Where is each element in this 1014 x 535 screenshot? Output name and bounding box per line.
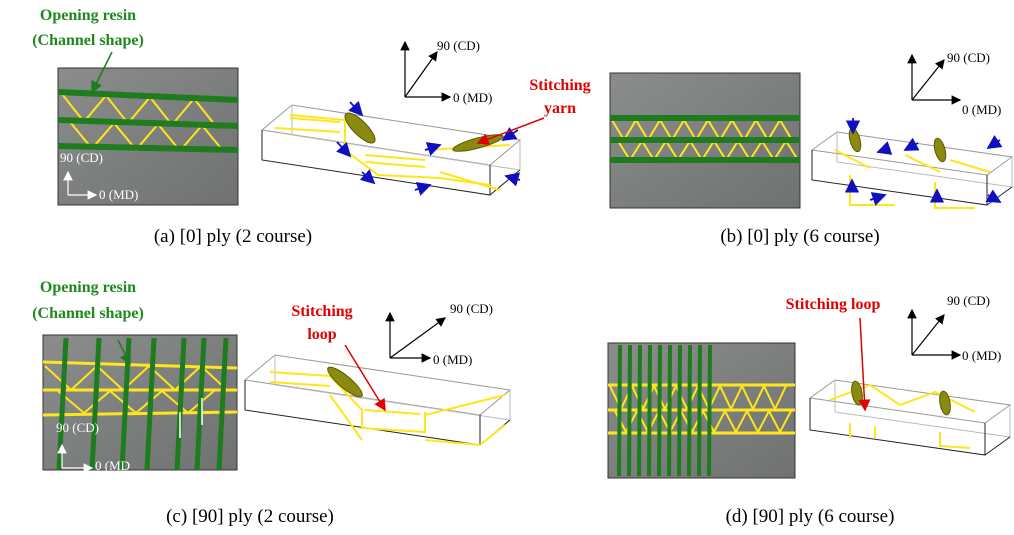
box-edge — [812, 150, 987, 205]
axis-label: 0 (MD) — [962, 102, 1001, 117]
axis-label: 0 (MD) — [962, 348, 1001, 363]
annotation: (Channel shape) — [32, 305, 144, 322]
stitch — [365, 162, 425, 167]
axis-label: 90 (CD) — [947, 50, 990, 65]
arrow — [405, 52, 437, 97]
resin-channel — [689, 345, 690, 476]
arrow — [988, 140, 1000, 148]
stitch — [330, 395, 362, 440]
photo-axis-label: 90 (CD) — [56, 420, 99, 435]
caption: (d) [90] ply (6 course) — [726, 506, 895, 527]
stitch — [365, 155, 425, 160]
caption: (a) [0] ply (2 course) — [154, 226, 312, 247]
arrow — [905, 143, 918, 150]
resin-channel — [629, 345, 630, 476]
stitch — [365, 410, 420, 414]
arrow — [362, 172, 374, 183]
resin-channel — [639, 345, 640, 476]
annotation: Opening resin — [40, 7, 136, 24]
arrow — [878, 148, 890, 152]
arrow — [912, 315, 944, 355]
stitch — [425, 425, 505, 445]
arrow — [870, 195, 885, 200]
box-edge — [490, 170, 520, 195]
box-edge — [837, 132, 1012, 187]
stitch — [905, 155, 940, 172]
stitch — [850, 175, 895, 205]
resin-lens — [341, 109, 379, 147]
stitch — [940, 432, 970, 448]
resin-lens — [847, 127, 863, 153]
caption: (c) [90] ply (2 course) — [166, 506, 334, 527]
stitch — [425, 395, 505, 415]
photo-axis-label: 0 (MD — [95, 458, 130, 473]
stitch — [440, 172, 500, 190]
resin-channel — [709, 345, 710, 476]
callout: yarn — [544, 100, 576, 117]
page: Opening resin (Channel shape) Stitching … — [0, 0, 1014, 535]
arrow — [478, 118, 544, 143]
callout: Stitching loop — [786, 296, 881, 313]
resin-channel — [649, 345, 650, 476]
arrow — [350, 102, 362, 115]
caption: (b) [0] ply (6 course) — [720, 226, 879, 247]
photo-axis-label: 0 (MD) — [99, 187, 138, 202]
callout: Stitching — [529, 77, 590, 94]
resin-channel — [699, 345, 700, 476]
photo-axis-label: 90 (CD) — [60, 150, 103, 165]
axis-label: 90 (CD) — [450, 301, 493, 316]
axis-label: 0 (MD) — [433, 352, 472, 367]
resin-lens — [938, 390, 952, 415]
stitch — [935, 182, 975, 208]
resin-channel — [679, 345, 680, 476]
callout: loop — [307, 326, 336, 343]
annotation: (Channel shape) — [32, 32, 144, 49]
arrow — [912, 60, 944, 100]
box-edge — [262, 105, 520, 165]
resin-channel — [669, 345, 670, 476]
resin-lens — [932, 137, 948, 163]
box-edge — [275, 355, 510, 420]
annotation: Opening resin — [40, 279, 136, 296]
stitch — [270, 372, 330, 376]
stitch — [835, 150, 870, 168]
axis-label: 90 (CD) — [947, 293, 990, 308]
axis-label: 0 (MD) — [453, 90, 492, 105]
figure: Opening resin (Channel shape) Stitching … — [0, 0, 1014, 535]
callout: Stitching — [291, 303, 352, 320]
resin-channel — [659, 345, 660, 476]
axis-label: 90 (CD) — [437, 38, 480, 53]
arrow — [988, 195, 1000, 202]
box-edge — [985, 437, 1010, 455]
resin-channel — [619, 345, 620, 476]
arrow — [415, 185, 430, 190]
stitch — [275, 128, 340, 132]
arrow — [345, 345, 385, 410]
